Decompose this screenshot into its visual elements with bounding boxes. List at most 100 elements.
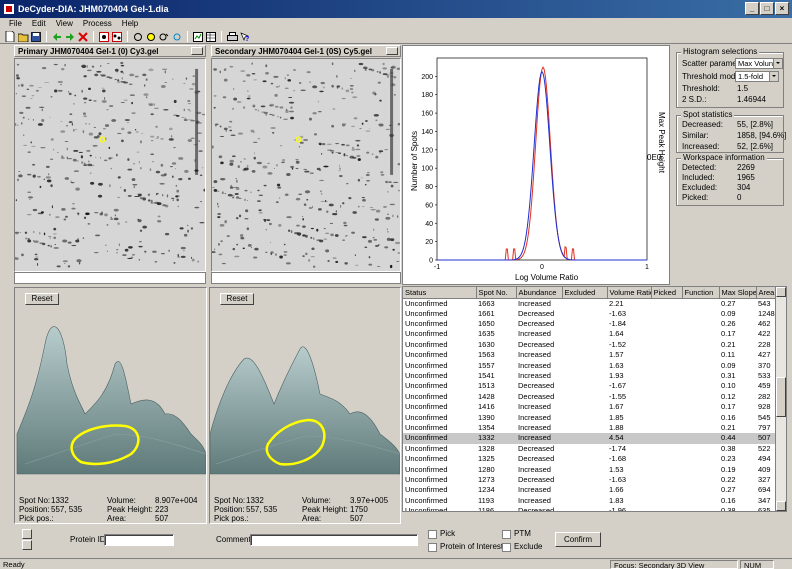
table-cell: Increased	[518, 402, 551, 412]
spin-down-icon[interactable]	[22, 540, 32, 550]
table-cell: 1416	[478, 402, 495, 412]
column-header[interactable]: Max Slope	[719, 287, 757, 299]
open-icon[interactable]	[17, 31, 29, 43]
gel-icon[interactable]	[98, 31, 110, 43]
spot4-icon[interactable]	[171, 31, 183, 43]
red-x-icon[interactable]	[77, 31, 89, 43]
column-header[interactable]: Spot No.	[476, 287, 517, 299]
spot3-icon[interactable]	[158, 31, 170, 43]
column-header[interactable]: Status	[403, 287, 477, 299]
confirm-button[interactable]: Confirm	[555, 532, 601, 547]
table-cell: Increased	[518, 422, 551, 432]
table-cell	[562, 350, 607, 360]
scatter-parameter-select[interactable]: Max Volun	[735, 58, 783, 69]
scroll-thumb[interactable]	[776, 377, 786, 417]
table-cell: Increased	[516, 433, 562, 444]
secondary-gel-selector[interactable]: Secondary JHM070404 Gel-1 (0S) Cy5.gel	[211, 45, 401, 57]
table-cell: 1.53	[609, 464, 624, 474]
minimize-button[interactable]: _	[745, 2, 759, 15]
poi-checkbox[interactable]	[428, 543, 437, 552]
exclude-checkbox[interactable]	[502, 543, 511, 552]
menu-help[interactable]: Help	[121, 19, 139, 28]
secondary-3d-view[interactable]: Reset Spot No: 1332 Volume: 3.97e+005 Po…	[209, 287, 401, 524]
menu-edit[interactable]: Edit	[31, 19, 46, 28]
secondary-reset-button[interactable]: Reset	[220, 293, 254, 305]
table-cell: Unconfirmed	[405, 360, 448, 370]
primary-3d-surface[interactable]	[15, 304, 206, 494]
spot-table[interactable]: Status Spot No. Abundance Excluded Volume Ra…	[402, 286, 787, 512]
table-cell: -1.96	[609, 506, 627, 512]
print-icon[interactable]	[226, 31, 238, 43]
table-icon[interactable]	[205, 31, 217, 43]
table-cell: Decreased	[518, 443, 555, 453]
primary-gel-selector[interactable]: Primary JHM070404 Gel-1 (0) Cy3.gel	[14, 45, 206, 57]
chevron-down-icon[interactable]	[191, 47, 203, 55]
comment-input[interactable]	[250, 534, 418, 546]
column-header[interactable]: Picked	[651, 287, 683, 299]
menu-view[interactable]: View	[55, 19, 73, 28]
table-cell: 422	[758, 329, 771, 339]
table-scrollbar[interactable]	[775, 287, 786, 511]
table-cell	[682, 329, 719, 339]
table-cell: Unconfirmed	[405, 464, 448, 474]
chevron-down-icon[interactable]	[773, 59, 782, 68]
ptm-checkbox[interactable]	[502, 530, 511, 539]
green-arrow-icon[interactable]	[51, 31, 63, 43]
column-header[interactable]: Function	[682, 287, 720, 299]
threshold-mode-select[interactable]: 1.5-fold	[735, 71, 779, 82]
column-header[interactable]: Abundance	[516, 287, 563, 299]
new-icon[interactable]	[4, 31, 16, 43]
secondary-gel-image[interactable]	[211, 58, 401, 272]
column-header[interactable]: Excluded	[562, 287, 608, 299]
histogram-plot[interactable]: 200 180 160 140 120 100 80 60 40 20 0 -1 0 1 Number …	[402, 45, 670, 285]
spot-icon[interactable]	[132, 31, 144, 43]
chevron-down-icon[interactable]	[386, 47, 398, 55]
scroll-down-icon[interactable]	[776, 501, 786, 511]
primary-reset-button[interactable]: Reset	[25, 293, 59, 305]
primary-gel-image[interactable]	[14, 58, 206, 272]
help-icon[interactable]: ?	[239, 31, 251, 43]
maximize-button[interactable]: □	[760, 2, 774, 15]
scroll-up-icon[interactable]	[776, 287, 786, 297]
pick-checkbox[interactable]	[428, 530, 437, 539]
gel2-icon[interactable]	[111, 31, 123, 43]
table-cell: -1.67	[609, 381, 627, 391]
column-header[interactable]: Volume Ratio	[607, 287, 652, 299]
spin-up-icon[interactable]	[22, 529, 32, 539]
menu-file[interactable]: File	[9, 19, 22, 28]
green-arrow2-icon[interactable]	[64, 31, 76, 43]
secondary-3d-surface[interactable]	[210, 304, 400, 494]
primary-3d-view[interactable]: Reset Spot No: 1332 Volume: 8.907e+004 P…	[14, 287, 207, 524]
menu-process[interactable]: Process	[82, 19, 112, 28]
table-cell: 0.21	[721, 422, 736, 432]
save-icon[interactable]	[30, 31, 42, 43]
table-cell: Unconfirmed	[405, 339, 448, 349]
table-cell: 1248	[758, 308, 775, 318]
protein-id-input[interactable]	[104, 534, 174, 546]
chevron-down-icon[interactable]	[769, 72, 778, 81]
view-icon[interactable]	[192, 31, 204, 43]
close-button[interactable]: ×	[775, 2, 789, 15]
spot2-icon[interactable]	[145, 31, 157, 43]
